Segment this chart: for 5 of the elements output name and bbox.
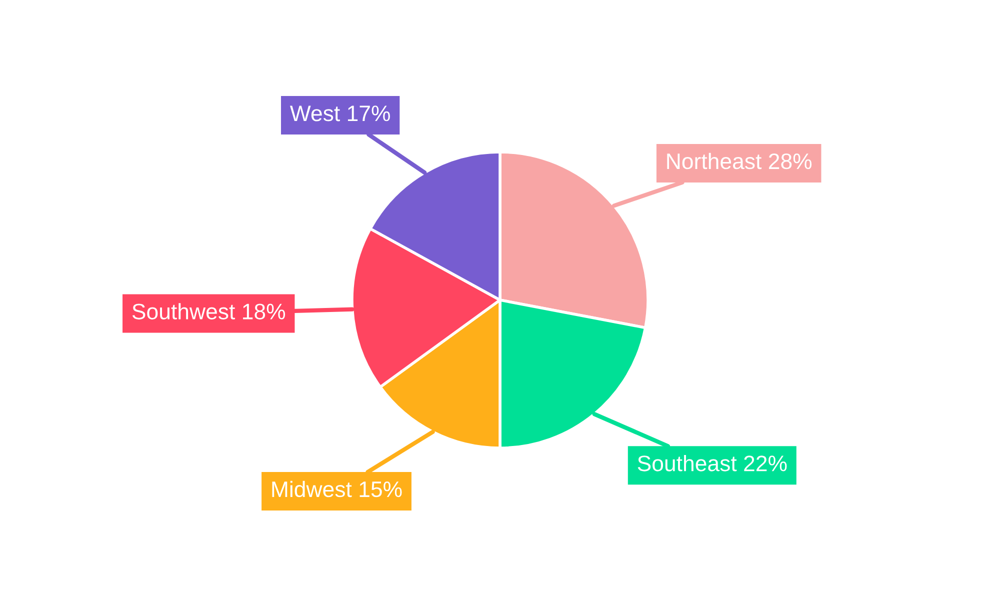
slice-label: West 17% <box>290 106 390 122</box>
slice-label: Southwest 18% <box>132 303 286 320</box>
slice-label: Midwest 15% <box>272 480 402 498</box>
slice-label: Northeast 28% <box>667 152 812 170</box>
slice-label: Southeast 22% <box>638 454 787 472</box>
